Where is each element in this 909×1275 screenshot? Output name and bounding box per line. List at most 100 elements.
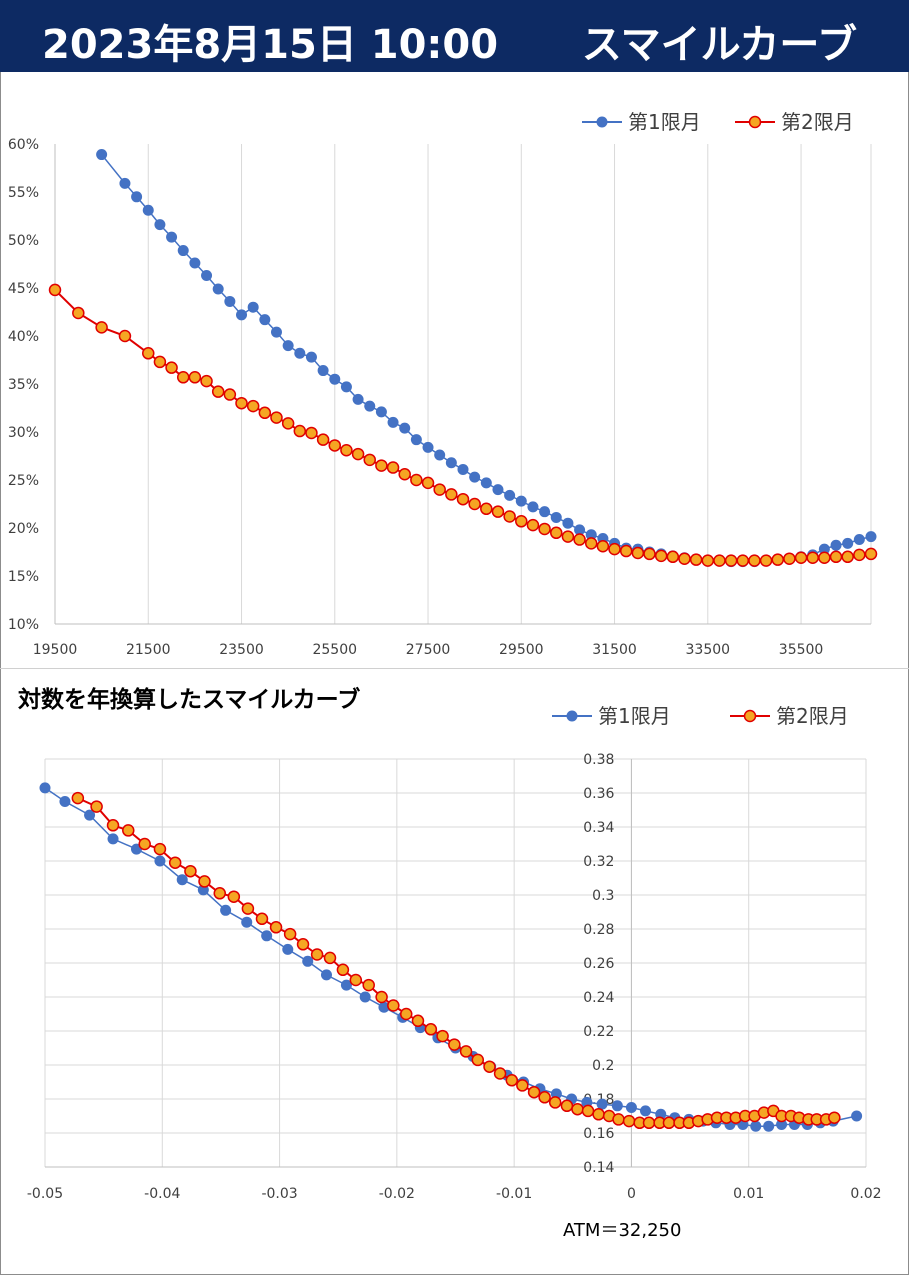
data-point	[818, 543, 830, 555]
data-point	[865, 531, 877, 543]
data-point	[515, 515, 528, 528]
data-point	[585, 529, 597, 541]
data-point	[39, 782, 51, 794]
data-point	[550, 511, 562, 523]
series-line	[54, 289, 872, 562]
data-point	[750, 1120, 762, 1132]
data-point	[241, 916, 253, 928]
series-line	[77, 797, 835, 1124]
data-point	[362, 978, 375, 992]
data-point	[375, 406, 387, 418]
data-point	[282, 340, 294, 352]
data-point	[220, 904, 232, 916]
data-point	[483, 1060, 496, 1073]
data-point	[398, 467, 411, 481]
data-point	[410, 434, 422, 446]
data-point	[184, 864, 197, 878]
data-point	[283, 927, 297, 941]
y-tick-label: 0.36	[583, 786, 614, 802]
x-tick-label: 21500	[126, 642, 171, 658]
data-point	[713, 554, 726, 567]
x-tick-label: 0.01	[733, 1186, 764, 1202]
y-tick-label: 40%	[8, 329, 39, 345]
data-point	[119, 177, 131, 189]
data-point	[736, 554, 750, 567]
data-point	[223, 388, 237, 401]
y-tick-label: 15%	[8, 569, 39, 585]
data-point	[612, 1113, 625, 1126]
series-line	[44, 787, 857, 1127]
data-point	[118, 329, 132, 343]
data-point	[375, 990, 388, 1004]
x-tick-label: 25500	[312, 642, 357, 658]
legend-marker	[566, 710, 578, 722]
data-point	[363, 453, 376, 467]
data-point	[166, 231, 178, 243]
data-point	[198, 875, 211, 888]
data-point	[270, 411, 283, 424]
data-point	[469, 471, 481, 483]
data-point	[375, 459, 388, 472]
data-point	[527, 501, 539, 513]
series-2	[71, 791, 841, 1130]
data-point	[293, 424, 307, 438]
data-point	[106, 819, 120, 832]
data-point	[211, 385, 225, 398]
data-point	[468, 497, 481, 511]
data-point	[596, 1098, 608, 1110]
data-point	[200, 374, 213, 388]
data-point	[227, 890, 241, 903]
x-tick-label: -0.03	[261, 1186, 297, 1202]
data-point	[328, 439, 342, 452]
y-tick-label: 0.32	[583, 854, 614, 870]
data-point	[281, 417, 295, 430]
x-tick-label: 0	[627, 1186, 636, 1202]
data-point	[138, 837, 151, 851]
legend-marker	[596, 116, 608, 128]
data-point	[853, 548, 866, 562]
data-point	[631, 546, 645, 560]
legend-label: 第1限月	[598, 704, 671, 728]
data-point	[829, 550, 843, 564]
data-point	[828, 1111, 841, 1124]
y-tick-label: 30%	[8, 425, 39, 441]
data-point	[818, 551, 831, 565]
legend: 第1限月 第2限月	[582, 110, 854, 134]
data-point	[538, 1091, 551, 1104]
data-point	[678, 552, 691, 565]
data-point	[505, 1074, 519, 1087]
data-point	[571, 1102, 584, 1116]
data-point	[410, 473, 423, 487]
data-point	[611, 1100, 623, 1112]
y-tick-label: 0.22	[583, 1024, 614, 1040]
data-point	[640, 1105, 652, 1117]
data-point	[320, 969, 332, 981]
data-point	[316, 433, 330, 446]
data-point	[131, 191, 143, 203]
series-1	[39, 782, 863, 1132]
data-point	[154, 855, 166, 867]
data-point	[255, 912, 269, 926]
legend-marker	[748, 115, 762, 129]
section-divider	[0, 668, 909, 669]
data-point	[241, 902, 255, 915]
data-point	[235, 396, 248, 410]
data-point	[96, 149, 108, 161]
data-point	[294, 347, 306, 359]
data-point	[329, 373, 341, 385]
header-bar: 2023年8月15日 10:00 スマイルカーブ	[0, 0, 909, 72]
data-point	[176, 874, 188, 886]
x-tick-label: 0.02	[850, 1186, 881, 1202]
gridlines	[54, 144, 872, 624]
data-point	[359, 991, 371, 1003]
data-point	[724, 554, 738, 567]
data-point	[608, 542, 621, 556]
data-point	[247, 301, 259, 313]
legend: 第1限月 第2限月	[552, 704, 849, 728]
header-date: 2023年8月15日 10:00	[42, 22, 499, 68]
data-point	[270, 326, 282, 338]
data-point	[422, 441, 434, 453]
data-point	[666, 550, 680, 564]
data-point	[480, 477, 492, 489]
data-point	[72, 306, 85, 320]
